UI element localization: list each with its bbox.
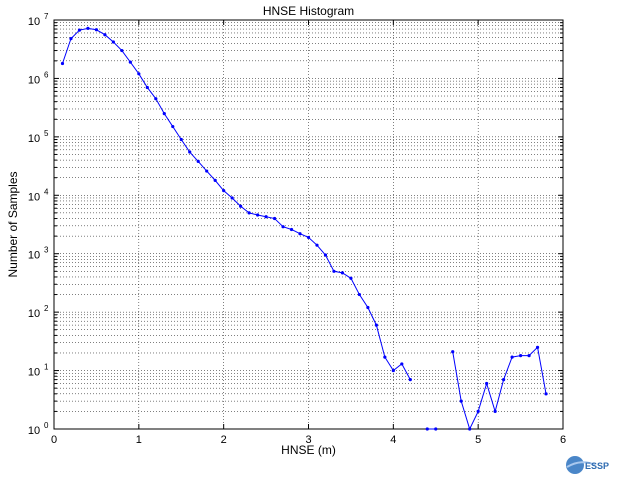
data-point <box>493 409 497 414</box>
y-tick-exponent: 2 <box>44 304 49 313</box>
data-point <box>196 159 200 164</box>
y-tick-label: 10 <box>28 425 40 437</box>
data-point <box>349 276 353 280</box>
data-point <box>485 381 489 386</box>
data-point <box>306 235 311 240</box>
data-point <box>527 354 531 358</box>
data-point <box>340 271 345 275</box>
x-tick-label: 5 <box>475 434 481 446</box>
data-point <box>323 253 328 257</box>
x-tick-label: 4 <box>390 434 396 446</box>
data-point <box>535 345 540 349</box>
data-point <box>179 137 183 142</box>
data-point <box>60 61 65 66</box>
y-axis-label: Number of Samples <box>6 171 20 277</box>
data-point <box>272 216 277 221</box>
data-point <box>502 378 506 382</box>
y-tick-label: 10 <box>28 250 40 262</box>
x-tick-label: 0 <box>51 434 57 446</box>
data-point <box>239 204 243 208</box>
y-tick-exponent: 3 <box>44 246 49 255</box>
axis-ticks: 0 1 2 3 4 5 6 10 0 10 1 10 2 10 3 10 4 10 5 10 6 10 7 <box>28 12 566 446</box>
series-line-segment <box>452 346 547 431</box>
data-point <box>289 227 294 232</box>
data-point <box>400 362 404 366</box>
series-layer <box>60 26 548 431</box>
y-tick-label: 10 <box>28 308 40 320</box>
data-point <box>510 355 514 359</box>
data-point <box>391 368 395 373</box>
data-point <box>434 427 438 431</box>
data-point <box>103 33 107 37</box>
y-tick-label: 10 <box>28 16 40 28</box>
x-axis-label: HNSE (m) <box>281 443 336 457</box>
x-tick-label: 6 <box>560 434 566 446</box>
data-point <box>94 28 99 32</box>
data-point <box>188 150 192 154</box>
data-point <box>256 213 260 217</box>
data-point <box>408 378 412 382</box>
data-point <box>332 269 336 273</box>
data-point <box>281 225 285 229</box>
data-point <box>383 355 387 359</box>
y-tick-label: 10 <box>28 74 40 86</box>
data-point <box>111 40 115 44</box>
y-tick-label: 10 <box>28 367 40 379</box>
data-point <box>476 409 480 414</box>
data-point <box>247 211 251 215</box>
y-tick-exponent: 0 <box>44 421 49 430</box>
y-tick-exponent: 6 <box>44 70 49 79</box>
x-tick-label: 3 <box>305 434 311 446</box>
data-point <box>171 124 175 129</box>
data-point <box>154 97 158 101</box>
y-tick-label: 10 <box>28 191 40 203</box>
data-point <box>459 399 463 403</box>
grid-lines <box>54 20 563 429</box>
y-tick-label: 10 <box>28 133 40 145</box>
logo-globe-icon <box>566 456 584 474</box>
logo-text: ESSP <box>585 461 609 471</box>
data-point <box>213 178 217 182</box>
data-point <box>230 196 234 200</box>
data-point <box>69 37 73 41</box>
data-point <box>374 323 378 327</box>
logo-swoosh-icon <box>566 461 596 468</box>
data-point <box>120 48 124 53</box>
y-tick-exponent: 7 <box>44 12 49 21</box>
x-tick-label: 1 <box>136 434 142 446</box>
series-line-segment <box>62 27 411 380</box>
data-point <box>468 427 472 431</box>
essp-logo: ESSP <box>566 456 609 474</box>
x-tick-label: 2 <box>221 434 227 446</box>
data-point <box>518 354 523 358</box>
data-point <box>357 292 361 297</box>
chart-title: HNSE Histogram <box>263 4 354 18</box>
data-point <box>315 243 319 247</box>
y-tick-exponent: 1 <box>44 363 49 372</box>
data-point <box>366 305 370 310</box>
data-point <box>86 26 90 30</box>
data-point <box>451 350 455 354</box>
data-point <box>205 169 209 173</box>
data-point <box>544 392 548 396</box>
data-point <box>128 60 132 64</box>
data-point <box>145 85 149 90</box>
data-point <box>162 112 166 116</box>
y-tick-exponent: 5 <box>44 129 49 138</box>
data-point <box>77 28 82 32</box>
data-point <box>264 215 268 219</box>
data-point <box>137 72 141 76</box>
data-point <box>222 189 226 193</box>
data-point <box>298 232 302 236</box>
data-point <box>425 427 429 431</box>
y-tick-exponent: 4 <box>44 187 49 196</box>
